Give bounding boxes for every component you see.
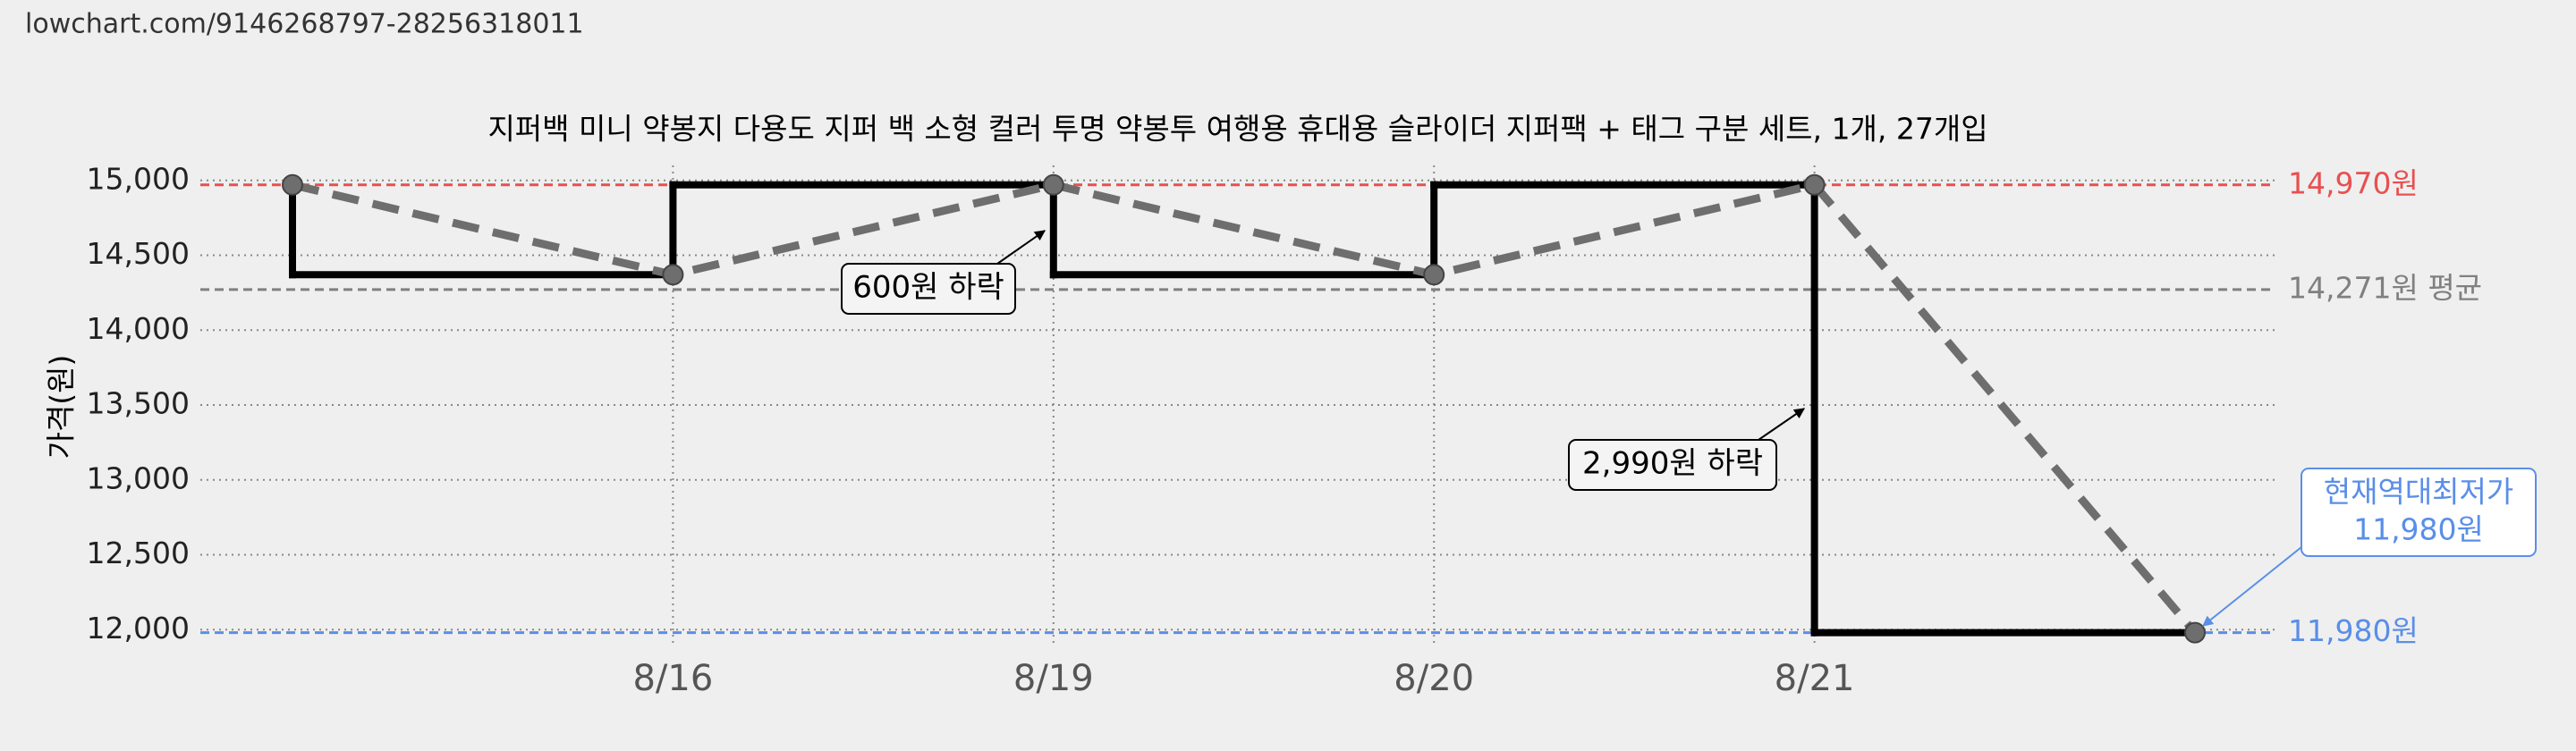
y-tick-label: 12,000 [87,611,190,646]
x-tick-label: 8/19 [1013,658,1094,699]
reference-label: 11,980원 [2288,613,2419,648]
point [1042,173,1064,196]
annotation-arrow [1758,408,1805,441]
y-tick-label: 14,000 [87,311,190,346]
annotation-box [2301,468,2537,557]
y-tick-label: 14,500 [87,236,190,271]
annotation-text: 11,980원 [2353,512,2484,547]
y-tick-label: 13,500 [87,386,190,421]
point [282,173,303,196]
annotation-arrow [996,230,1046,265]
point [2184,621,2206,644]
annotation-box [1568,439,1777,491]
x-tick-label: 8/16 [632,658,713,699]
reference-label: 14,970원 [2288,165,2419,200]
trend-line [291,180,2199,636]
y-tick-label: 12,500 [87,536,190,570]
annotation-text: 2,990원 하락 [1582,446,1763,482]
y-axis-label: 가격(원) [44,355,79,460]
reference-label: 14,271원 평균 [2288,270,2482,305]
point [662,264,684,286]
annotation-box [841,263,1016,315]
annotation-text: 600원 하락 [852,270,1004,306]
page-url: lowchart.com/9146268797-28256318011 [25,9,584,40]
x-tick-label: 8/21 [1775,658,1855,699]
annotation-text: 현재역대최저가 [2324,475,2514,510]
annotation-arrow [2202,546,2302,627]
x-tick-label: 8/20 [1394,658,1474,699]
chart-title: 지퍼백 미니 약봉지 다용도 지퍼 백 소형 컬러 투명 약봉투 여행용 휴대용… [487,112,1987,147]
y-tick-label: 13,000 [87,460,190,495]
point [1803,173,1826,196]
y-tick-label: 15,000 [87,161,190,196]
point [1423,264,1445,286]
